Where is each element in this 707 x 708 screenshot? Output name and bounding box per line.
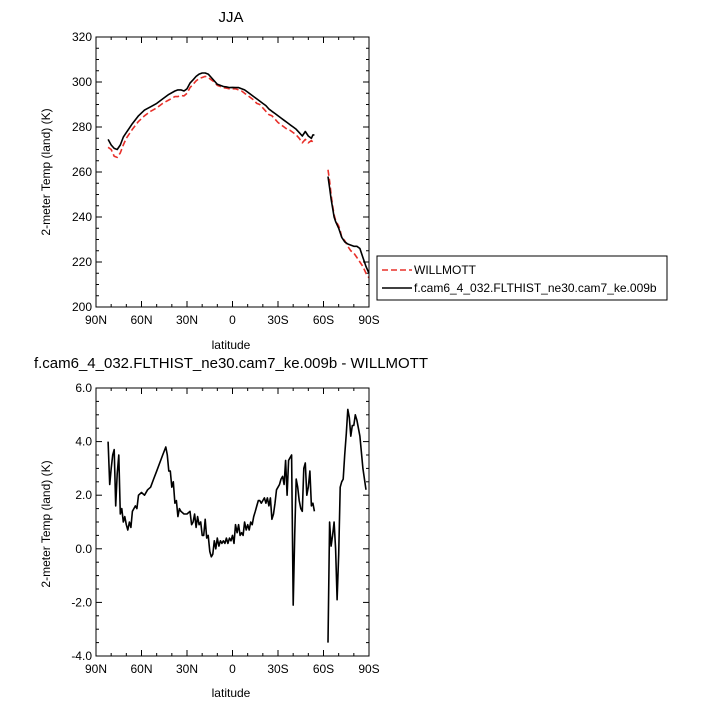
bottom-chart-title: f.cam6_4_032.FLTHIST_ne30.cam7_ke.009b -… <box>34 355 428 372</box>
top-chart-title: JJA <box>218 9 243 26</box>
bottom-x-tick-label: 90S <box>358 662 379 676</box>
legend-label-model: f.cam6_4_032.FLTHIST_ne30.cam7_ke.009b <box>414 281 657 295</box>
top-y-tick-label: 240 <box>72 210 92 224</box>
top-x-tick-label: 90N <box>85 313 107 327</box>
top-y-tick-label: 280 <box>72 120 92 134</box>
top-series-0-line <box>107 75 315 159</box>
top-x-tick-label: 30S <box>267 313 288 327</box>
bottom-chart: f.cam6_4_032.FLTHIST_ne30.cam7_ke.009b -… <box>34 355 428 700</box>
top-x-tick-label: 60S <box>313 313 334 327</box>
top-x-tick-label: 90S <box>358 313 379 327</box>
top-series-0-line <box>327 169 370 279</box>
bottom-x-tick-label: 30S <box>267 662 288 676</box>
bottom-y-tick-label: -4.0 <box>71 649 92 663</box>
top-x-tick-label: 60N <box>130 313 152 327</box>
bottom-x-tick-label: 0 <box>229 662 236 676</box>
bottom-chart-series-lines <box>107 408 367 643</box>
bottom-chart-frame <box>95 387 370 657</box>
top-y-tick-label: 220 <box>72 255 92 269</box>
top-chart-xlabel: latitude <box>212 338 251 352</box>
legend-box <box>376 255 668 301</box>
bottom-y-tick-label: 2.0 <box>75 488 92 502</box>
bottom-y-tick-label: 4.0 <box>75 435 92 449</box>
legend: WILLMOTT f.cam6_4_032.FLTHIST_ne30.cam7_… <box>376 255 668 301</box>
bottom-y-tick-label: 6.0 <box>75 381 92 395</box>
top-y-tick-label: 200 <box>72 300 92 314</box>
bottom-x-tick-label: 60S <box>313 662 334 676</box>
top-x-tick-label: 0 <box>229 313 236 327</box>
bottom-y-tick-label: 0.0 <box>75 542 92 556</box>
top-y-tick-label: 320 <box>72 30 92 44</box>
bottom-y-tick-label: -2.0 <box>71 595 92 609</box>
bottom-x-tick-label: 60N <box>130 662 152 676</box>
bottom-x-tick-label: 90N <box>85 662 107 676</box>
top-y-tick-label: 300 <box>72 75 92 89</box>
bottom-series-0-line <box>327 408 367 643</box>
top-chart-series-lines <box>107 72 370 279</box>
bottom-series-0-line <box>107 441 316 606</box>
bottom-x-tick-label: 30N <box>176 662 198 676</box>
legend-label-willmott: WILLMOTT <box>414 263 477 277</box>
bottom-chart-ylabel: 2-meter Temp (land) (K) <box>39 460 53 587</box>
top-chart-ylabel: 2-meter Temp (land) (K) <box>39 108 53 235</box>
top-y-tick-label: 260 <box>72 165 92 179</box>
bottom-chart-xlabel: latitude <box>212 686 251 700</box>
top-chart-frame <box>95 36 370 308</box>
top-chart-tick-labels: 90N 60N 30N 0 30S 60S 90S 200 220 240 260 280 300 320 <box>72 30 380 327</box>
top-chart: JJA latitude 2-meter Temp (land) (K) 90N… <box>39 9 668 352</box>
top-series-1-line <box>327 176 370 274</box>
top-series-1-line <box>107 72 315 151</box>
top-x-tick-label: 30N <box>176 313 198 327</box>
bottom-chart-tick-labels: 90N 60N 30N 0 30S 60S 90S -4.0 -2.0 0.0 2.0 4.0 6.0 <box>71 381 379 676</box>
